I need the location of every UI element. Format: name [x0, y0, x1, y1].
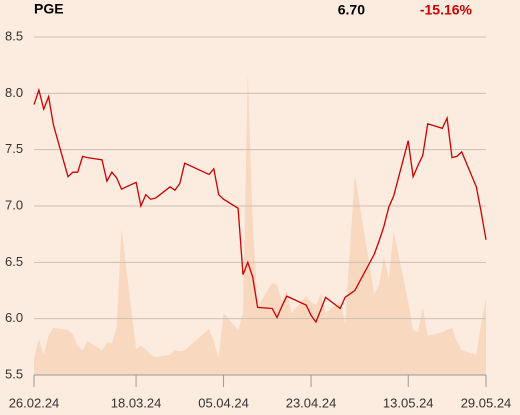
volume-area — [34, 73, 486, 375]
x-tick-label: 05.04.24 — [198, 395, 249, 410]
y-tick-label: 8.5 — [5, 28, 23, 43]
y-tick-label: 5.5 — [5, 366, 23, 381]
y-tick-label: 7.5 — [5, 141, 23, 156]
x-tick-label: 26.02.24 — [9, 395, 60, 410]
y-tick-label: 8.0 — [5, 85, 23, 100]
price-label: 6.70 — [338, 2, 365, 18]
x-tick-label: 23.04.24 — [286, 395, 337, 410]
change-label: -15.16% — [420, 2, 473, 18]
price-line — [33, 87, 487, 324]
y-tick-label: 7.0 — [5, 197, 23, 212]
x-tick-label: 13.05.24 — [383, 395, 434, 410]
chart-title: PGE — [34, 1, 64, 17]
x-tick-label: 18.03.24 — [111, 395, 162, 410]
y-tick-label: 6.5 — [5, 254, 23, 269]
x-tick-label: 29.05.24 — [461, 395, 512, 410]
y-tick-label: 6.0 — [5, 310, 23, 325]
